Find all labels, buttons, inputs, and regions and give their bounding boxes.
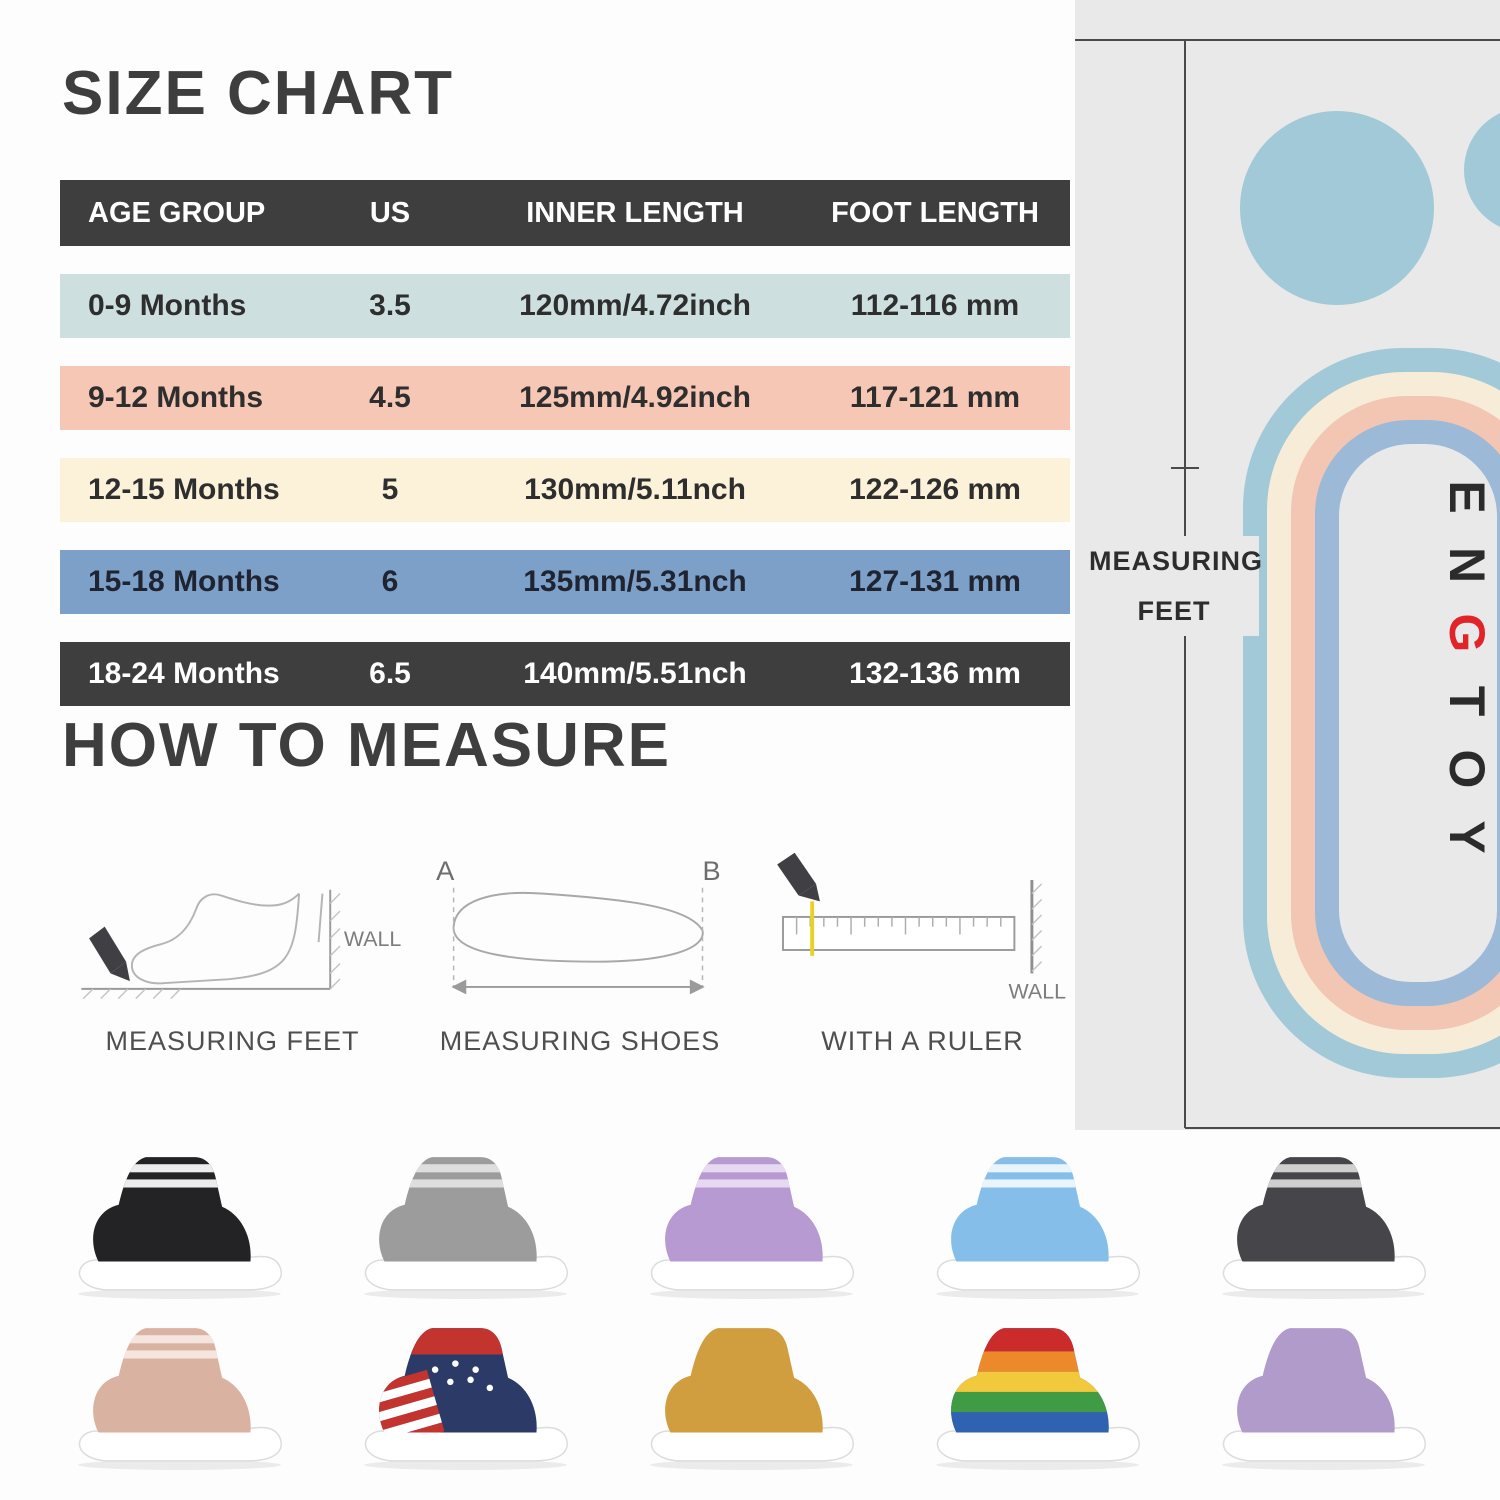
size-chart-header-row: AGE GROUP US INNER LENGTH FOOT LENGTH [60,180,1070,246]
size-chart-title: SIZE CHART [62,59,454,128]
measure-label-feet: MEASURING FEET [105,1026,360,1056]
shoe-mustard [638,1319,863,1474]
shoe-flag [352,1319,577,1474]
column-header: INNER LENGTH [526,196,744,229]
shoe-image-lavender [649,1157,854,1299]
shoe-sole-outline [452,891,704,963]
point-b-label: B [703,855,721,886]
shoe-image-gray [363,1157,568,1299]
cell-us: 6 [381,565,399,598]
cell-foot: 122-126 mm [849,473,1021,506]
cell-us: 3.5 [369,289,411,322]
shoe-blush-pink [66,1319,291,1474]
brand-letter: E [1439,480,1495,514]
column-header: FOOT LENGTH [831,196,1039,229]
size-row: 9-12 Months 4.5 125mm/4.92inch 117-121 mm [60,366,1070,430]
cell-inner: 125mm/4.92inch [519,381,751,414]
shoe-image-sky-blue [935,1157,1140,1299]
size-row: 18-24 Months 6.5 140mm/5.51nch 132-136 mm [60,642,1070,706]
shoe-image-blush-pink [77,1328,282,1470]
brand-letter: O [1439,749,1495,789]
shoe-charcoal-knit [1210,1148,1435,1303]
size-chart-rows: 0-9 Months 3.5 120mm/4.72inch 112-116 mm 9-1… [60,274,1070,706]
cell-us: 4.5 [369,381,411,414]
cell-foot: 112-116 mm [850,289,1020,322]
cell-age: 15-18 Months [88,565,280,598]
measure-label-ruler: WITH A RULER [821,1026,1024,1056]
footprint-toe-small [1464,113,1500,227]
cell-age: 12-15 Months [88,473,280,506]
size-row: 0-9 Months 3.5 120mm/4.72inch 112-116 mm [60,274,1070,338]
shoe-image-black [77,1157,282,1299]
measure-item-shoes: A B MEASURING SHOES [410,845,750,1057]
shoe-sky-blue [924,1148,1149,1303]
cell-foot: 127-131 mm [849,565,1021,598]
shoe-lilac [1210,1319,1435,1474]
pencil-icon [88,926,130,982]
measure-item-feet: WALL MEASURING FEET [55,845,410,1057]
brand-letter: T [1439,685,1495,717]
cell-age: 9-12 Months [88,381,264,414]
point-a-label: A [436,855,455,886]
cell-age: 18-24 Months [88,657,280,690]
cell-us: 6.5 [369,657,411,690]
shoe-lavender [638,1148,863,1303]
shoe-image-mustard [649,1328,854,1470]
how-to-measure-section: WALL MEASURING FEET A B MEASURING SHOES [55,845,1095,1057]
cell-inner: 140mm/5.51nch [523,657,747,690]
shoe-image-lilac [1221,1328,1426,1470]
column-header: US [369,196,411,229]
measure-label-shoes: MEASURING SHOES [439,1026,721,1056]
ruler-body [781,915,1015,951]
shoe-gray [352,1148,577,1303]
size-row: 12-15 Months 5 130mm/5.11nch 122-126 mm [60,458,1070,522]
shoe-rainbow [924,1319,1149,1474]
cell-foot: 117-121 mm [849,381,1021,414]
footprint-inner [1339,444,1497,982]
cell-age: 0-9 Months [88,289,247,322]
ruler-illustration: WALL [776,852,1066,1004]
measuring-feet-caption: MEASURING FEET [1089,536,1264,636]
wall-label: WALL [1008,980,1066,1004]
pencil-icon [776,852,820,902]
caption-line2: FEET [1137,596,1211,626]
measure-item-ruler: WALL WITH A RULER [750,845,1095,1057]
cell-inner: 130mm/5.11nch [524,473,746,506]
foot-outline [130,892,300,985]
footprint-toe [1240,111,1434,305]
cell-foot: 132-136 mm [849,657,1021,690]
caption-line1: MEASURING [1089,546,1264,576]
size-chart-table: AGE GROUP US INNER LENGTH FOOT LENGTH 0-9 M… [60,180,1070,706]
cell-inner: 135mm/5.31nch [523,565,747,598]
measuring-shoes-illustration: A B [436,855,721,995]
brand-letter: N [1439,546,1495,584]
shoe-image-flag [363,1328,568,1470]
shoe-black [66,1148,291,1303]
column-header: AGE GROUP [88,196,266,229]
shoe-image-rainbow [935,1328,1140,1470]
how-to-measure-title: HOW TO MEASURE [62,711,671,780]
shoe-image-charcoal-knit [1221,1157,1426,1299]
brand-letter: Y [1439,820,1495,854]
measuring-feet-illustration: WALL [80,889,401,1000]
cell-inner: 120mm/4.72inch [519,289,751,322]
length-arrow [451,979,705,995]
wall-label: WALL [343,927,401,951]
footprint-graphic [1075,39,1500,1129]
cell-us: 5 [381,473,399,506]
size-row: 15-18 Months 6 135mm/5.31nch 127-131 mm [60,550,1070,614]
brand-logo-g: G [1439,613,1495,653]
product-gallery [35,1148,1465,1474]
